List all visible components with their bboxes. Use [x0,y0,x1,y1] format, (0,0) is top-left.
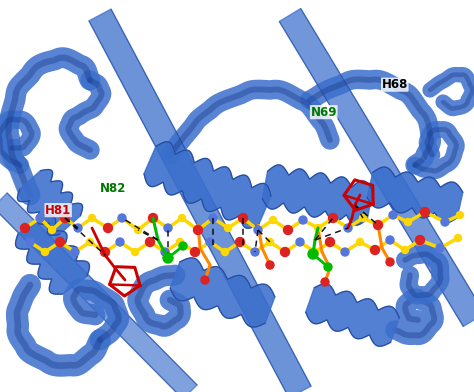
Circle shape [308,249,318,259]
Circle shape [221,249,228,256]
Circle shape [191,247,200,256]
Circle shape [341,248,349,256]
Circle shape [359,214,366,221]
Circle shape [254,226,262,234]
Circle shape [86,238,93,245]
Circle shape [356,238,364,245]
Circle shape [455,234,462,241]
Circle shape [116,238,124,246]
Polygon shape [306,284,399,346]
Circle shape [89,214,95,221]
Text: N69: N69 [310,105,337,119]
Circle shape [225,225,231,232]
Polygon shape [170,258,275,327]
Circle shape [324,263,332,271]
Circle shape [71,248,79,256]
Circle shape [55,238,64,247]
Polygon shape [89,9,311,392]
Circle shape [420,207,429,216]
Circle shape [206,238,214,246]
Circle shape [283,225,292,234]
Polygon shape [144,142,271,228]
Circle shape [135,227,142,234]
Circle shape [441,218,449,226]
Circle shape [238,214,247,223]
Circle shape [270,216,276,223]
Circle shape [176,238,183,245]
Circle shape [371,245,380,254]
Circle shape [179,242,187,250]
Circle shape [374,221,383,229]
Circle shape [20,223,29,232]
Circle shape [179,214,185,221]
Circle shape [74,224,82,232]
Circle shape [266,238,273,245]
Circle shape [48,227,55,234]
Circle shape [164,224,172,232]
Circle shape [328,214,337,223]
Circle shape [315,225,321,232]
Circle shape [251,248,259,256]
Circle shape [209,214,217,222]
Circle shape [296,238,304,246]
Circle shape [344,224,352,232]
Polygon shape [367,167,463,223]
Circle shape [266,261,274,269]
Text: H81: H81 [45,203,71,217]
Circle shape [401,247,409,254]
Circle shape [100,247,109,256]
Circle shape [386,258,394,266]
Circle shape [163,253,173,263]
Circle shape [321,278,329,286]
Polygon shape [279,9,474,327]
Circle shape [61,214,70,223]
Circle shape [201,276,209,284]
Circle shape [326,238,335,247]
Circle shape [389,211,397,219]
Circle shape [103,223,112,232]
Circle shape [36,214,44,222]
Circle shape [311,249,319,256]
Circle shape [193,225,202,234]
Circle shape [26,238,34,246]
Circle shape [118,214,126,222]
Circle shape [404,218,411,225]
Polygon shape [16,216,90,294]
Circle shape [299,216,307,224]
Circle shape [131,249,138,256]
Text: H68: H68 [382,78,408,91]
Polygon shape [18,170,82,236]
Polygon shape [263,165,373,225]
Circle shape [148,214,157,223]
Text: N82: N82 [100,182,126,195]
Polygon shape [0,193,197,392]
Circle shape [386,236,394,244]
Circle shape [456,212,464,218]
Circle shape [42,249,48,256]
Circle shape [416,236,425,245]
Circle shape [436,244,444,252]
Circle shape [161,248,169,256]
Circle shape [236,238,245,247]
Circle shape [146,238,155,247]
Circle shape [281,247,290,256]
